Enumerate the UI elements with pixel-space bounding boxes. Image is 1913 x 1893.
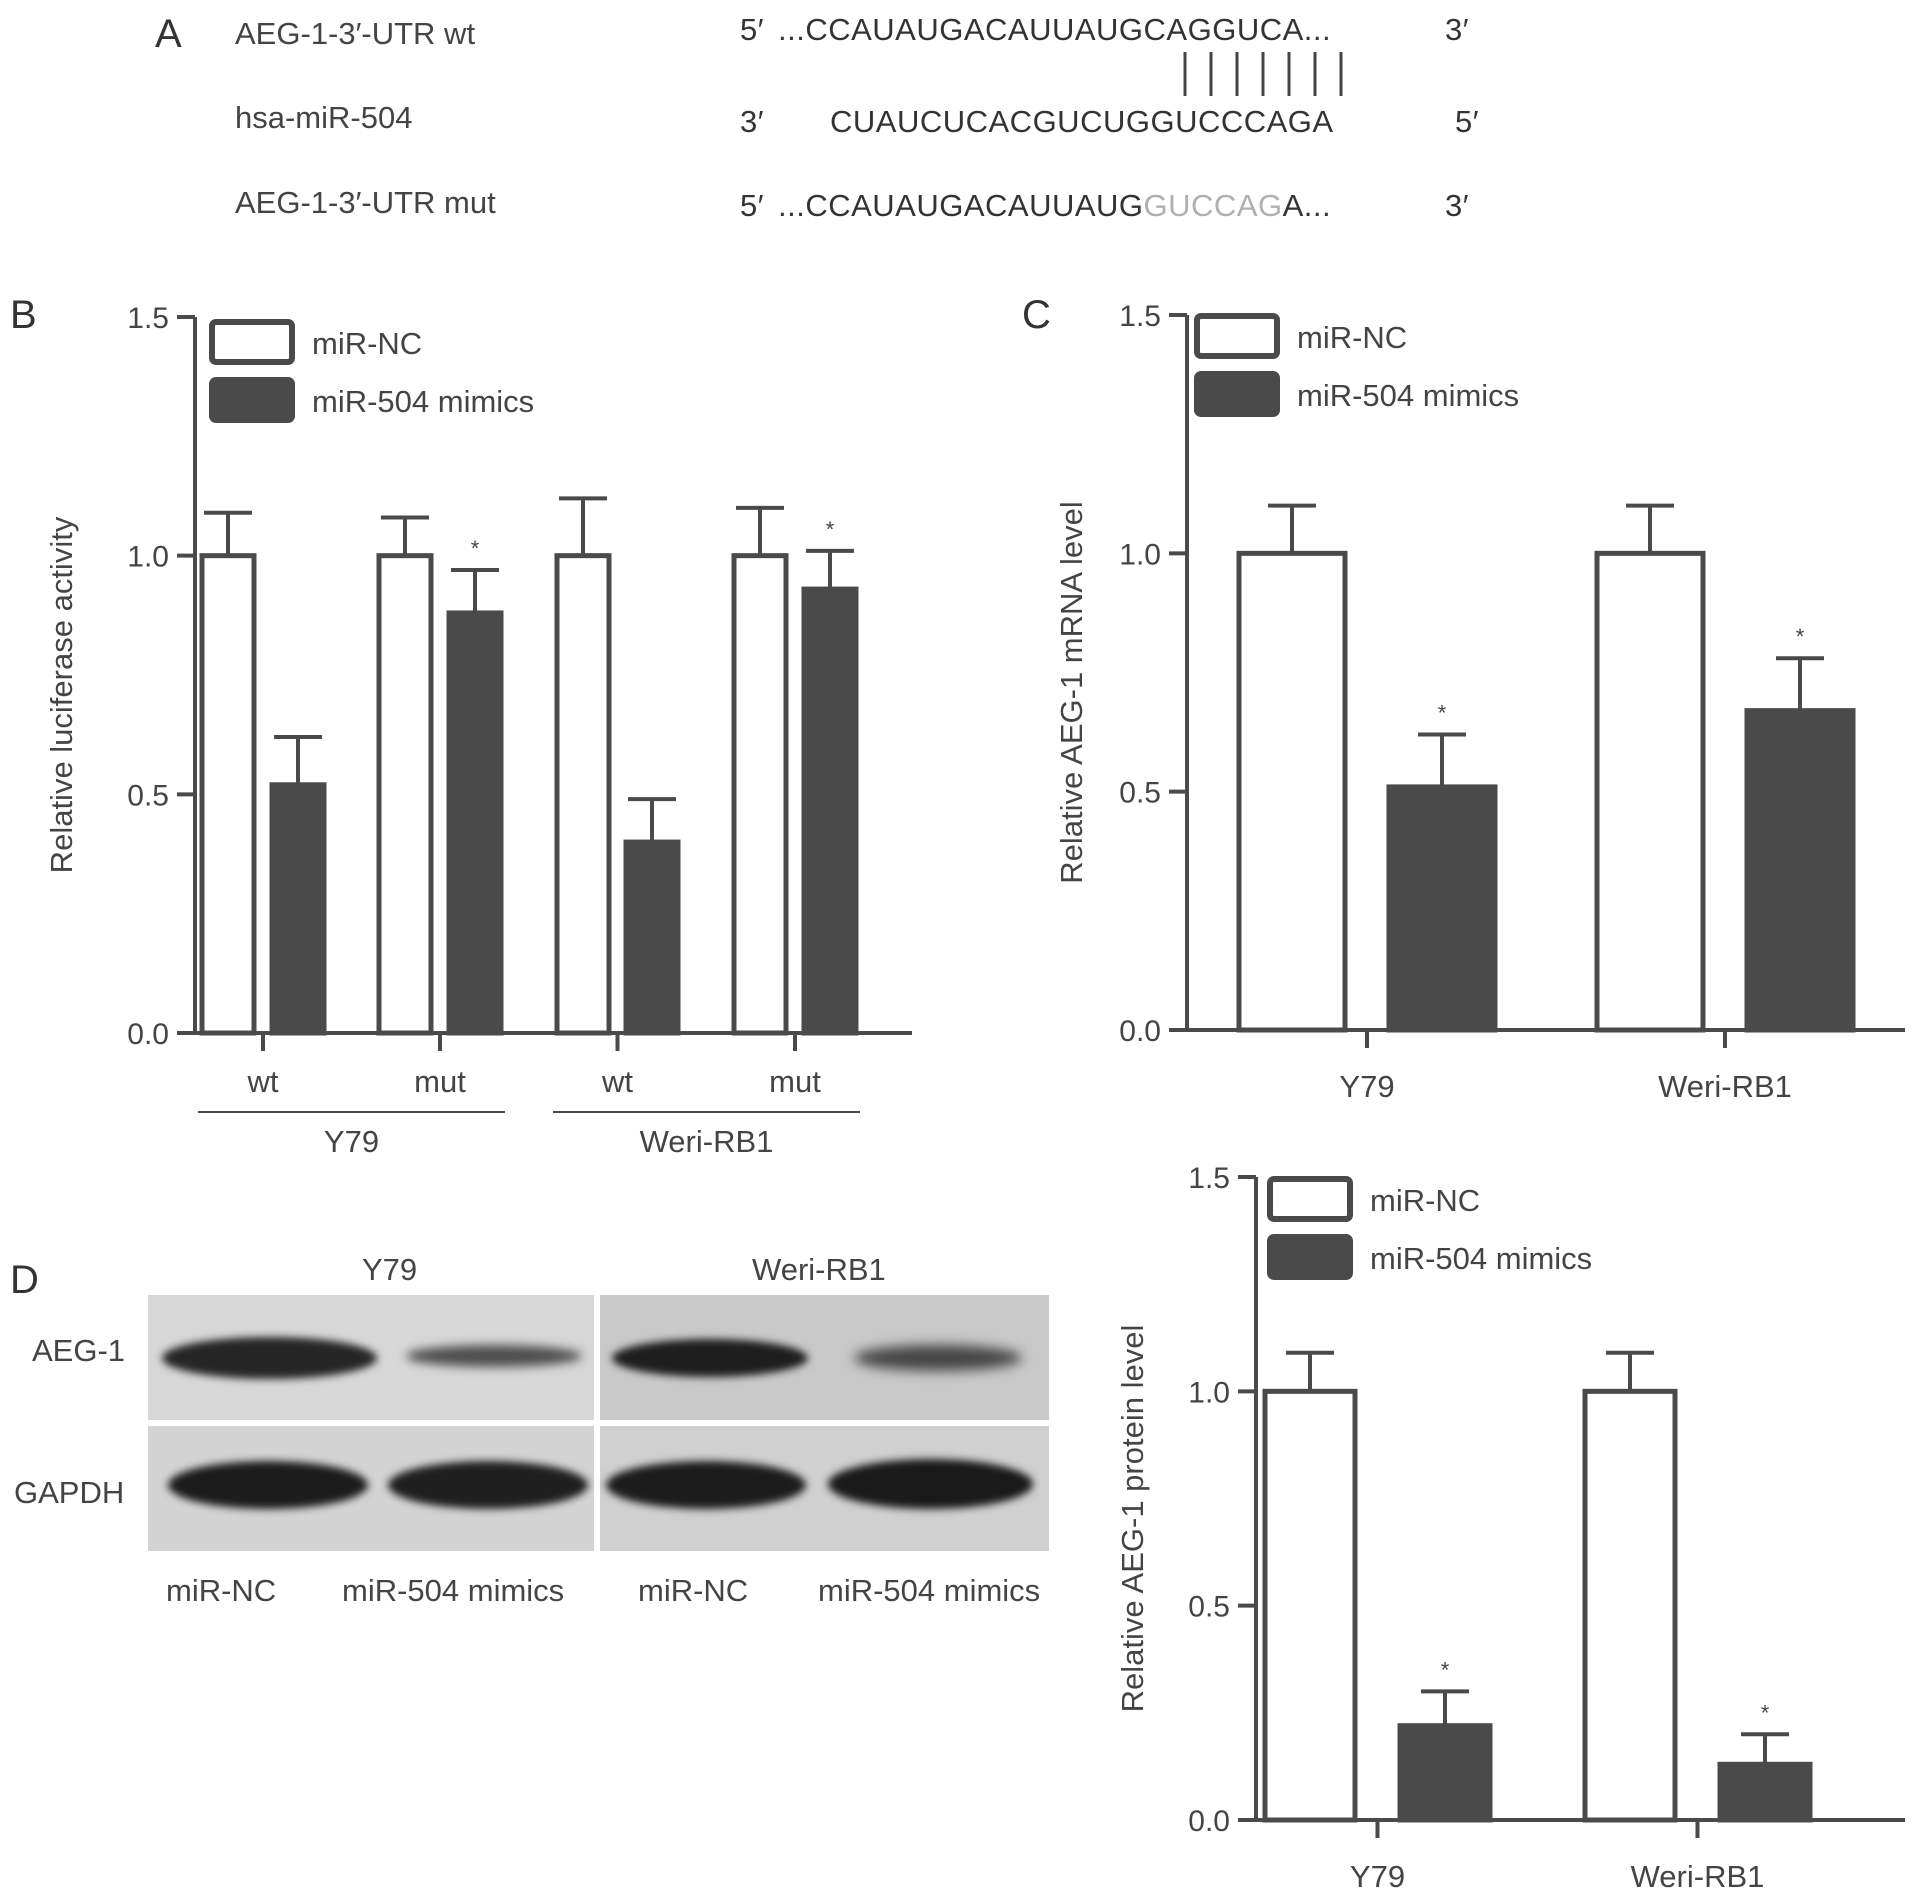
legend-swatch-mir-nc — [209, 319, 295, 365]
seq-label-mirna: hsa-miR-504 — [235, 100, 413, 135]
bar-mir-nc — [1594, 550, 1706, 1033]
x-tick-label: Y79 — [1350, 1859, 1405, 1893]
y-tick-label: 1.5 — [1188, 1162, 1230, 1195]
blot-row-label-aeg1: AEG-1 — [32, 1333, 126, 1368]
panel-b-letter: B — [10, 293, 37, 337]
legend-swatch-mir-504-mimics — [1194, 371, 1280, 417]
seq-right-end-wt: 3′ — [1445, 12, 1470, 47]
bar-mir-504-mimics — [1744, 708, 1856, 1033]
x-tick-label: Weri-RB1 — [1631, 1859, 1765, 1893]
bar-mir-nc — [199, 553, 257, 1036]
bar-mir-504-mimics — [1386, 784, 1498, 1033]
bar-mir-504-mimics — [801, 586, 859, 1036]
seq-right-end-mirna: 5′ — [1455, 104, 1480, 139]
significance-star: * — [1761, 1700, 1770, 1725]
base-pairing-lines — [1183, 52, 1343, 96]
y-tick-label: 0.0 — [127, 1018, 169, 1051]
x-tick-label: Y79 — [1339, 1069, 1394, 1104]
seq-wt: ...CCAUAUGACAUUAUGCAGGUCA... — [778, 12, 1332, 47]
bar-mir-nc — [731, 553, 789, 1036]
bar-mir-nc — [554, 553, 612, 1036]
bar-mir-nc — [1262, 1388, 1358, 1823]
seq-label-mut: AEG-1-3′-UTR mut — [235, 185, 496, 220]
band-gapdh-lane3 — [606, 1461, 806, 1509]
significance-star: * — [1796, 624, 1805, 649]
y-axis-label: Relative AEG-1 protein level — [1115, 1325, 1150, 1713]
significance-star: * — [1438, 700, 1447, 725]
y-tick-label: 0.0 — [1119, 1015, 1161, 1048]
y-tick-label: 1.0 — [1119, 538, 1161, 571]
blot-lane-label-4: miR-504 mimics — [818, 1573, 1041, 1608]
bar-mir-504-mimics — [446, 610, 504, 1036]
band-aeg1-lane1 — [162, 1337, 377, 1379]
bar-mir-504-mimics — [1397, 1723, 1493, 1823]
band-aeg1-lane3 — [612, 1339, 808, 1377]
x-tick-label: mut — [769, 1064, 821, 1099]
panel-c-letter: C — [1022, 293, 1051, 337]
y-tick-label: 1.5 — [127, 302, 169, 335]
band-gapdh-lane4 — [828, 1459, 1033, 1509]
x-tick-label: wt — [601, 1064, 633, 1099]
seq-left-end-wt: 5′ — [740, 12, 765, 47]
seq-mut-site: GUCCAG — [1143, 188, 1283, 223]
blot-lane-label-2: miR-504 mimics — [342, 1573, 565, 1608]
legend-swatch-mir-nc — [1267, 1176, 1353, 1222]
blot-row-label-gapdh: GAPDH — [14, 1475, 125, 1510]
blot-cellline-y79: Y79 — [362, 1252, 418, 1287]
blot-lane-label-1: miR-NC — [166, 1573, 277, 1608]
bar-mir-504-mimics — [269, 782, 327, 1036]
seq-left-end-mirna: 3′ — [740, 104, 765, 139]
y-tick-label: 0.5 — [1188, 1591, 1230, 1624]
legend-label: miR-504 mimics — [1370, 1241, 1592, 1276]
legend-swatch-mir-504-mimics — [209, 377, 295, 423]
legend-label: miR-504 mimics — [312, 384, 534, 419]
seq-label-wt: AEG-1-3′-UTR wt — [235, 16, 476, 51]
significance-star: * — [471, 536, 480, 561]
band-aeg1-lane4 — [854, 1345, 1022, 1371]
seq-right-end-mut: 3′ — [1445, 188, 1470, 223]
panel-d-letter: D — [10, 1258, 39, 1302]
bar-mir-504-mimics — [1717, 1761, 1813, 1823]
band-aeg1-lane2 — [406, 1345, 582, 1367]
seq-mut: ...CCAUAUGACAUUAUGGUCCAGA... — [778, 188, 1331, 224]
y-tick-label: 0.5 — [127, 779, 169, 812]
blot-lane-label-3: miR-NC — [638, 1573, 749, 1608]
group-label: Y79 — [324, 1124, 379, 1159]
band-gapdh-lane2 — [388, 1461, 588, 1509]
western-blot-image — [148, 1295, 1049, 1551]
group-label: Weri-RB1 — [640, 1124, 774, 1159]
y-tick-label: 1.0 — [1188, 1376, 1230, 1409]
legend-label: miR-NC — [312, 326, 422, 361]
y-tick-label: 1.5 — [1119, 300, 1161, 333]
seq-mut-pre: ...CCAUAUGACAUUAUG — [778, 188, 1144, 223]
bar-mir-nc — [1236, 550, 1348, 1033]
legend-label: miR-NC — [1297, 320, 1407, 355]
legend-label: miR-NC — [1370, 1183, 1480, 1218]
x-tick-label: mut — [414, 1064, 466, 1099]
legend-swatch-mir-nc — [1194, 313, 1280, 359]
bar-mir-nc — [376, 553, 434, 1036]
seq-mut-post: A... — [1282, 188, 1332, 223]
legend-swatch-mir-504-mimics — [1267, 1234, 1353, 1280]
seq-mirna: CUAUCUCACGUCUGGUCCCAGA — [830, 104, 1334, 139]
band-gapdh-lane1 — [168, 1461, 368, 1509]
y-axis-label: Relative luciferase activity — [44, 516, 79, 873]
x-tick-label: wt — [247, 1064, 279, 1099]
x-tick-label: Weri-RB1 — [1658, 1069, 1792, 1104]
y-tick-label: 0.5 — [1119, 777, 1161, 810]
panel-a-letter: A — [155, 12, 182, 56]
y-axis-label: Relative AEG-1 mRNA level — [1054, 501, 1089, 883]
seq-left-end-mut: 5′ — [740, 188, 765, 223]
blot-cellline-weri: Weri-RB1 — [752, 1252, 886, 1287]
y-tick-label: 1.0 — [127, 541, 169, 574]
significance-star: * — [1441, 1657, 1450, 1682]
bar-mir-504-mimics — [623, 839, 681, 1036]
bar-mir-nc — [1582, 1388, 1678, 1823]
y-tick-label: 0.0 — [1188, 1805, 1230, 1838]
legend-label: miR-504 mimics — [1297, 378, 1519, 413]
significance-star: * — [826, 517, 835, 542]
